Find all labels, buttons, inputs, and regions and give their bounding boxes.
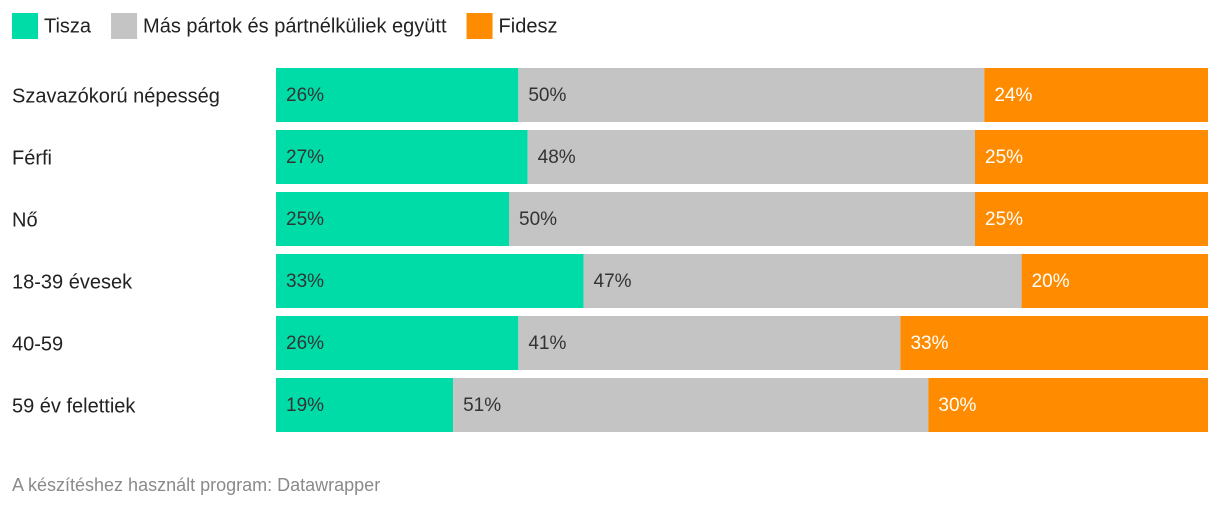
bar-segment [527,130,975,184]
bar-segment [276,316,519,370]
category-label: 18-39 évesek [12,271,133,293]
bar-segment [276,130,528,184]
value-label: 50% [519,209,557,230]
bar-segment [1021,254,1208,308]
bar-segment [276,192,509,246]
bar-segment [975,130,1208,184]
bar-segment [583,254,1022,308]
category-label: 59 év felettiek [12,395,136,417]
legend-label: Más pártok és pártnélküliek együtt [143,15,447,37]
value-label: 24% [994,85,1032,106]
bar-segment [276,68,519,122]
bar-segment [276,378,454,432]
legend-swatch [466,13,493,39]
bar-segment [453,378,929,432]
value-label: 50% [528,85,566,106]
value-label: 51% [463,395,501,416]
bar-segment [928,378,1208,432]
bar-segment [509,192,975,246]
legend-swatch [111,13,138,39]
bar-segment [518,68,985,122]
category-label: Szavazókorú népesség [12,85,220,107]
category-label: Nő [12,209,38,231]
value-label: 30% [938,395,976,416]
bar-segment [276,254,584,308]
value-label: 33% [286,271,324,292]
bar-segment [518,316,901,370]
legend-label: Fidesz [499,15,558,37]
value-label: 25% [985,209,1023,230]
value-label: 48% [538,147,576,168]
value-label: 47% [594,271,632,292]
value-label: 27% [286,147,324,168]
category-label: Férfi [12,147,52,169]
source-note: A készítéshez használt program: Datawrap… [12,475,380,495]
bar-segment [900,316,1208,370]
value-label: 25% [985,147,1023,168]
value-label: 33% [910,333,948,354]
value-label: 41% [528,333,566,354]
legend-swatch [12,13,38,39]
bar-segment [984,68,1208,122]
bar-segment [975,192,1208,246]
category-label: 40-59 [12,333,63,355]
value-label: 25% [286,209,324,230]
value-label: 26% [286,333,324,354]
legend-label: Tisza [44,15,92,37]
value-label: 20% [1032,271,1070,292]
value-label: 19% [286,395,324,416]
value-label: 26% [286,85,324,106]
